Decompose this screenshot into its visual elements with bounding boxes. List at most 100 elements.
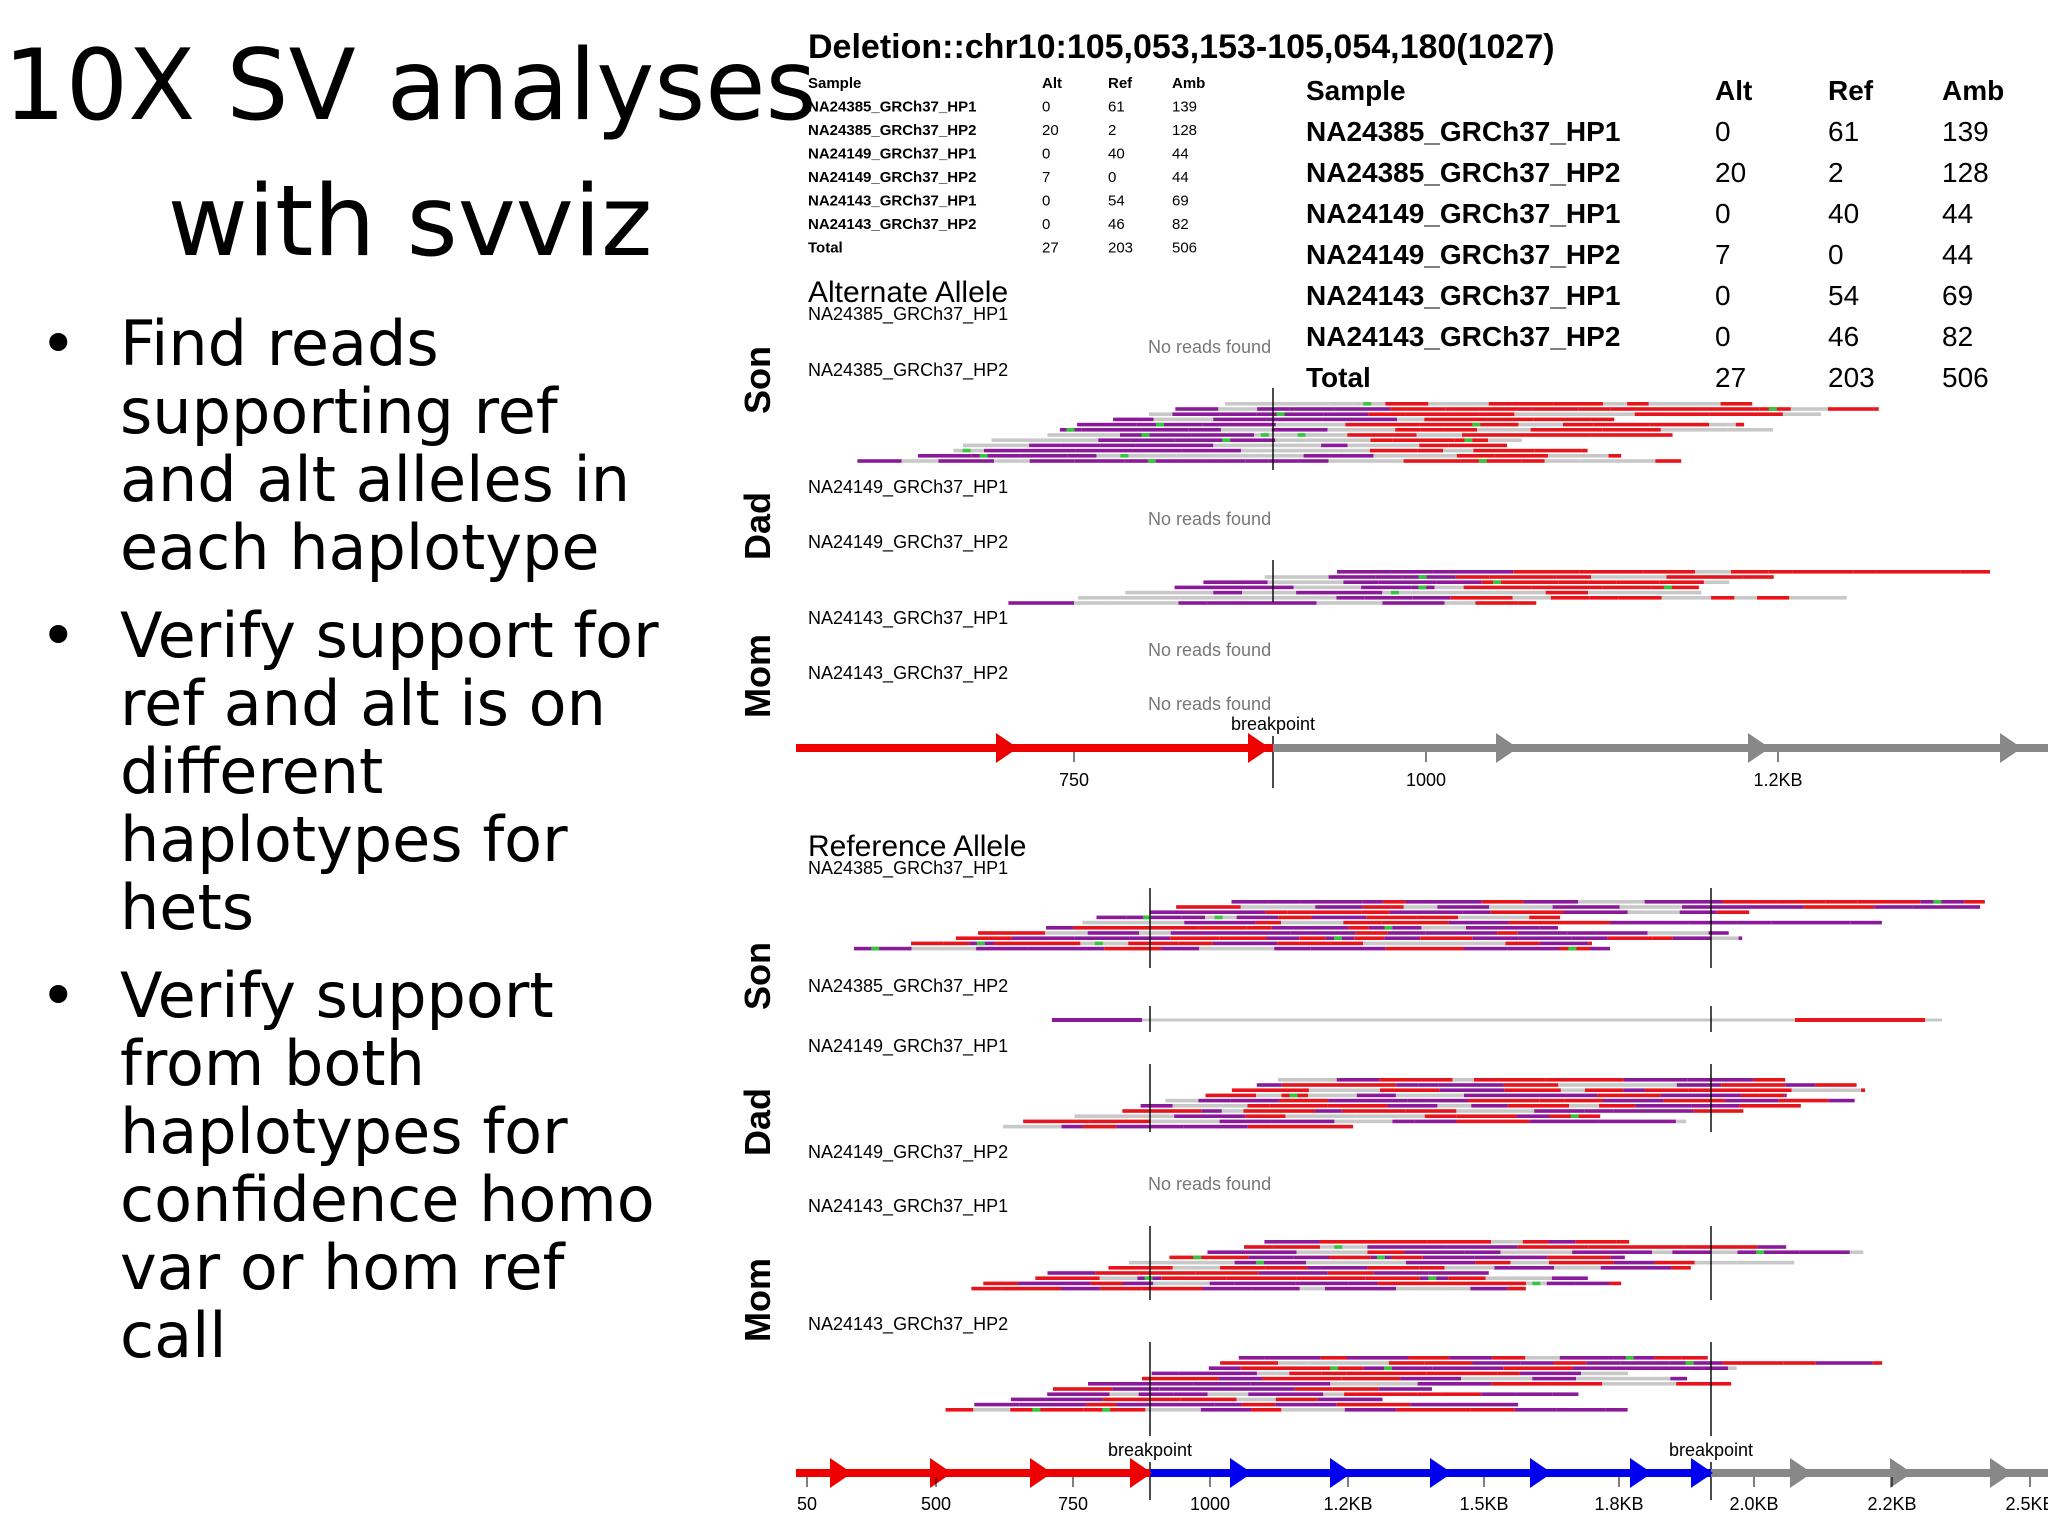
read-segment — [1299, 936, 1326, 940]
table-cell: 61 — [1108, 99, 1125, 116]
read-segment — [1477, 428, 1531, 432]
bullet-dot-icon: • — [40, 959, 77, 1032]
read-segment — [1488, 402, 1554, 406]
read-segment — [1494, 1266, 1555, 1270]
read-segment — [1419, 443, 1449, 448]
read-segment — [1503, 1366, 1573, 1370]
axis-tick-label: 50 — [797, 1494, 817, 1514]
read-segment — [1220, 428, 1272, 432]
read-mismatch — [1363, 402, 1372, 406]
read-segment — [1588, 590, 1635, 595]
read-segment — [1424, 1361, 1473, 1365]
read-segment — [1492, 1356, 1526, 1360]
read-segment — [1590, 417, 1615, 422]
read-segment — [1095, 1271, 1140, 1275]
read-segment — [1602, 428, 1661, 432]
read-segment — [1576, 1376, 1622, 1381]
read-segment — [1367, 1250, 1405, 1254]
read-segment — [1082, 1124, 1117, 1129]
read-segment — [1294, 1387, 1333, 1391]
read-segment — [1537, 433, 1591, 437]
read-segment — [1441, 1392, 1482, 1396]
read-mismatch — [962, 448, 971, 453]
read-segment — [1470, 1286, 1508, 1291]
read-segment — [1290, 931, 1356, 935]
read-segment — [1252, 1286, 1300, 1291]
bullet-dot-icon: • — [40, 307, 77, 380]
read-segment — [1517, 931, 1568, 935]
read-segment — [1512, 596, 1551, 600]
read-segment — [1463, 585, 1532, 590]
read-segment — [1052, 1018, 1142, 1022]
read-segment — [1735, 422, 1745, 427]
bullet-line: and alt alleles in — [120, 443, 631, 516]
read-segment — [1663, 1098, 1726, 1103]
table-cell: 0 — [1042, 99, 1050, 116]
read-segment — [1136, 422, 1203, 427]
read-segment — [1008, 601, 1074, 605]
read-segment — [1654, 1260, 1695, 1265]
read-segment — [1436, 580, 1482, 584]
read-segment — [1074, 1114, 1139, 1118]
read-segment — [1047, 1392, 1110, 1396]
read-segment — [1514, 1408, 1557, 1412]
read-segment — [1179, 596, 1251, 600]
read-segment — [1396, 1083, 1419, 1087]
read-segment — [1336, 596, 1365, 600]
read-segment — [1366, 915, 1418, 920]
read-segment — [1619, 905, 1683, 909]
read-segment — [1497, 931, 1518, 935]
read-segment — [1620, 1361, 1670, 1365]
table-cell: 0 — [1715, 116, 1731, 147]
read-segment — [1417, 1382, 1492, 1386]
read-segment — [1784, 1093, 1787, 1098]
read-segment — [1276, 433, 1348, 437]
read-segment — [1243, 931, 1291, 935]
read-segment — [917, 454, 972, 458]
read-segment — [1782, 412, 1821, 416]
read-segment — [1533, 417, 1591, 422]
read-segment — [1505, 941, 1540, 946]
read-segment — [945, 1408, 974, 1412]
read-segment — [1709, 412, 1783, 416]
read-segment — [1768, 570, 1793, 574]
alternate-allele-panel: NA24385_GRCh37_HP1 No reads found NA24385_… — [737, 304, 2048, 790]
read-segment — [1849, 1250, 1864, 1254]
read-segment — [1428, 1271, 1489, 1275]
read-segment — [1230, 1098, 1279, 1103]
read-segment — [991, 438, 1044, 442]
read-segment — [1234, 1387, 1295, 1391]
read-segment — [1319, 1245, 1368, 1249]
read-segment — [1195, 1271, 1259, 1275]
read-segment — [1019, 1402, 1086, 1407]
read-segment — [1420, 428, 1444, 432]
read-segment — [1792, 570, 1854, 574]
read-segment — [1853, 570, 1876, 574]
read-segment — [1676, 1083, 1722, 1087]
read-segment — [1688, 1088, 1753, 1092]
read-segment — [1327, 1271, 1374, 1275]
read-segment — [911, 946, 977, 951]
read-segment — [911, 941, 944, 946]
read-segment — [1155, 1402, 1215, 1407]
read-segment — [1708, 931, 1729, 935]
read-segment — [1096, 915, 1127, 920]
read-segment — [1269, 1104, 1328, 1108]
read-segment — [1028, 946, 1105, 951]
read-segment — [962, 443, 1030, 448]
read-segment — [1857, 900, 1921, 904]
read-segment — [1150, 1397, 1181, 1402]
read-segment — [1141, 1286, 1203, 1291]
table-header-cell: Amb — [1942, 75, 2004, 106]
read-segment — [1691, 1104, 1716, 1108]
no-reads-text: No reads found — [1148, 337, 1271, 357]
read-segment — [1721, 1083, 1786, 1087]
read-segment — [1317, 1397, 1357, 1402]
read-mismatch — [1066, 428, 1075, 432]
read-segment — [1003, 1124, 1062, 1129]
haplotype-label: NA24143_GRCh37_HP2 — [808, 663, 1008, 684]
read-segment — [1329, 1255, 1371, 1260]
read-segment — [1085, 1402, 1117, 1407]
read-segment — [1491, 1240, 1523, 1244]
read-segment — [1183, 1124, 1248, 1129]
